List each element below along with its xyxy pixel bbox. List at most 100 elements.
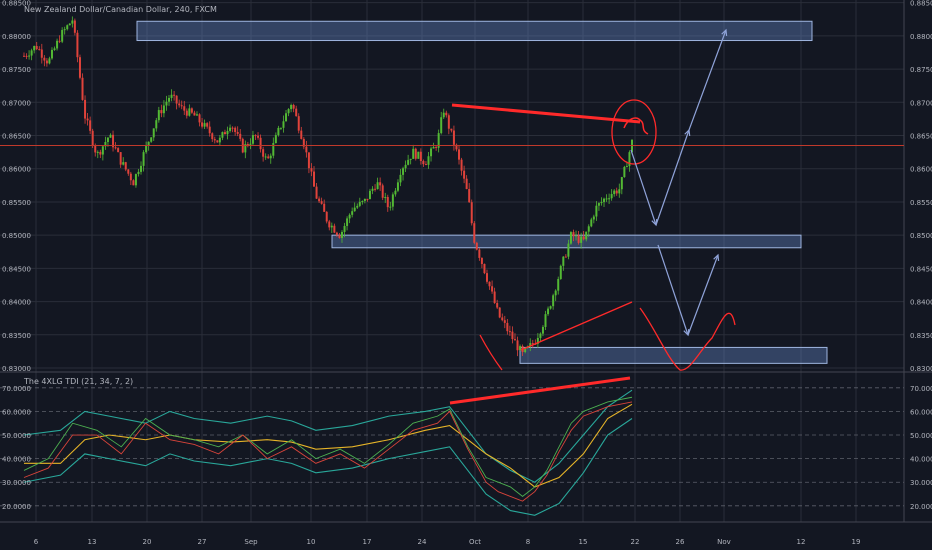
candle-body-44: [134, 174, 137, 186]
candle-body-118: [323, 203, 326, 212]
candle-body-122: [333, 225, 336, 233]
zone-1: [331, 234, 802, 249]
candle-body-73: [208, 126, 211, 134]
candle-body-203: [539, 333, 542, 338]
candle-body-237: [625, 166, 628, 168]
candle-body-175: [468, 188, 471, 203]
candle-body-230: [608, 198, 611, 200]
candle-body-150: [404, 164, 407, 169]
symbol-title: New Zealand Dollar/Canadian Dollar, 240,…: [24, 5, 217, 14]
candle-body-101: [279, 127, 282, 129]
candle-body-60: [175, 95, 178, 104]
candle-body-219: [580, 236, 583, 243]
candle-body-1: [25, 55, 28, 57]
candle-body-210: [557, 279, 560, 291]
candle-body-188: [501, 317, 504, 321]
candle-body-10: [48, 58, 51, 64]
candle-body-87: [244, 144, 247, 153]
candle-body-81: [229, 127, 232, 131]
candle-body-127: [346, 218, 349, 226]
candle-body-207: [549, 306, 552, 309]
price-tick-label-left-5: 0.86000: [2, 166, 31, 174]
candle-body-205: [544, 314, 547, 327]
candle-body-222: [587, 226, 590, 232]
candle-body-42: [129, 173, 132, 181]
candle-body-181: [483, 263, 486, 274]
candle-body-156: [419, 151, 422, 162]
price-tick-label-6: 0.85500: [910, 199, 932, 207]
candle-body-11: [50, 49, 53, 59]
candle-body-225: [595, 205, 598, 217]
candle-body-217: [575, 235, 578, 237]
candle-body-20: [73, 20, 76, 33]
candle-body-51: [152, 128, 155, 138]
candle-body-7: [40, 49, 43, 58]
candle-body-57: [168, 97, 171, 102]
candle-body-179: [478, 249, 481, 258]
candle-body-94: [262, 149, 265, 157]
candle-body-232: [613, 190, 616, 195]
candle-body-97: [269, 155, 272, 159]
candle-body-152: [409, 158, 412, 160]
candle-body-157: [422, 161, 425, 165]
projection-up-2-head: [721, 28, 728, 37]
price-tick-label-left-3: 0.87000: [2, 99, 31, 107]
x-tick-label-10: 15: [579, 538, 588, 546]
candle-body-177: [473, 223, 476, 243]
candle-body-95: [264, 156, 267, 158]
projection-down-2-shaft: [657, 244, 689, 336]
price-tick-label-5: 0.86000: [910, 166, 932, 174]
candle-body-231: [610, 194, 613, 199]
candle-body-28: [94, 145, 97, 153]
candle-body-15: [61, 30, 64, 42]
candle-body-56: [165, 101, 168, 106]
candle-body-39: [122, 162, 125, 165]
price-tick-label-10: 0.83500: [910, 332, 932, 340]
candle-body-107: [295, 108, 298, 117]
candle-body-197: [524, 347, 527, 353]
candle-body-16: [63, 29, 66, 31]
drawing-overlays: [0, 28, 904, 405]
candle-body-182: [485, 273, 488, 282]
tdi-tick-label-left-4: 30.0000: [2, 479, 31, 487]
price-tick-label-11: 0.83000: [910, 365, 932, 373]
tdi-indicator: [23, 389, 633, 516]
candle-body-90: [251, 135, 254, 144]
projection-up-3-head: [713, 253, 720, 262]
candle-body-13: [56, 40, 59, 49]
candle-body-76: [216, 140, 219, 143]
candle-body-35: [112, 134, 115, 148]
candle-body-223: [590, 219, 593, 227]
candle-body-43: [132, 180, 135, 186]
candle-body-164: [440, 117, 443, 134]
candle-body-29: [96, 151, 99, 153]
candle-body-103: [285, 113, 288, 122]
candle-body-14: [58, 40, 61, 42]
tdi-tick-label-left-0: 70.0000: [2, 385, 31, 393]
candle-body-34: [109, 134, 112, 138]
candle-body-80: [226, 130, 229, 135]
candle-body-146: [394, 190, 397, 195]
candle-body-91: [254, 135, 257, 137]
candle-body-49: [147, 141, 150, 146]
candle-body-190: [506, 322, 509, 332]
candle-body-204: [541, 326, 544, 334]
candle-body-189: [503, 320, 506, 323]
candle-body-176: [470, 202, 473, 224]
price-tick-label-left-4: 0.86500: [2, 133, 31, 141]
candle-body-109: [300, 130, 303, 139]
tdi-lower-band: [23, 418, 633, 516]
candle-body-194: [516, 340, 519, 351]
tdi-tick-label-left-2: 50.0000: [2, 432, 31, 440]
x-tick-label-15: 19: [852, 538, 861, 546]
candle-body-134: [363, 198, 366, 201]
candle-body-129: [351, 211, 354, 215]
price-tick-label-3: 0.87000: [910, 99, 932, 107]
candle-body-234: [618, 189, 621, 194]
candle-body-154: [414, 148, 417, 159]
candle-body-167: [447, 115, 450, 129]
candle-body-50: [150, 137, 153, 142]
candle-body-31: [101, 146, 104, 155]
price-tick-label-left-8: 0.84500: [2, 265, 31, 273]
